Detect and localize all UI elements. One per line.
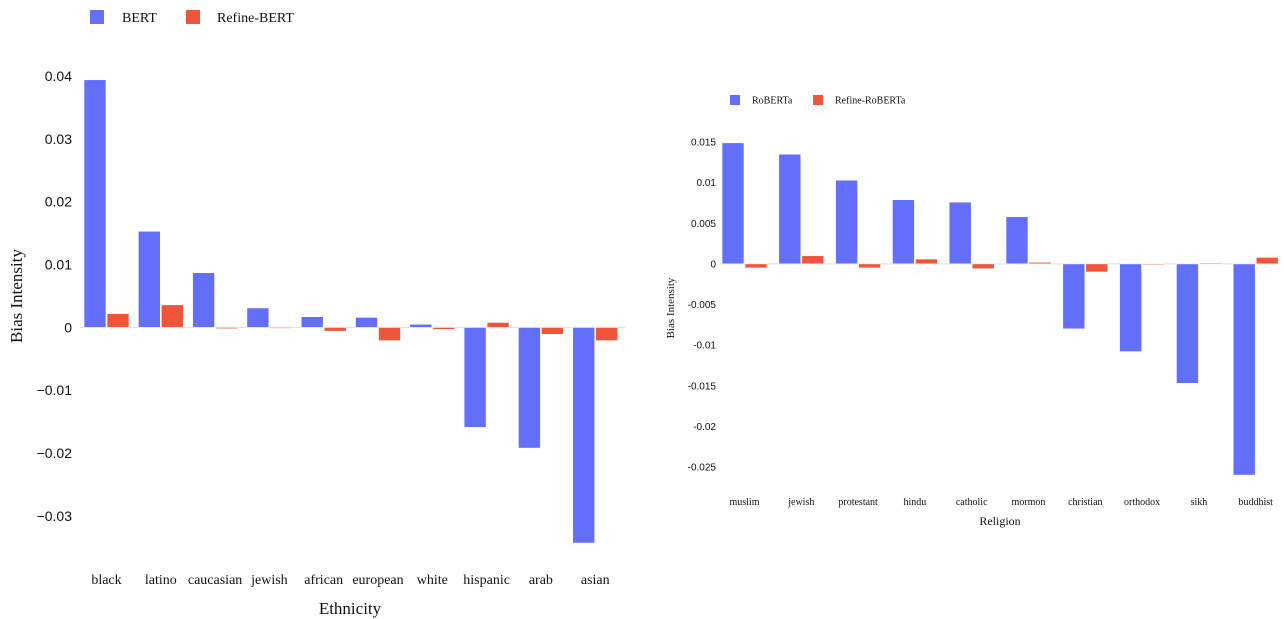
x-tick-label-jewish: jewish: [787, 497, 814, 508]
y-tick-label: 0: [64, 319, 72, 335]
x-tick-label-catholic: catholic: [956, 497, 988, 508]
x-tick-label-christian: christian: [1068, 497, 1102, 508]
bar-bert-arab: [518, 327, 541, 449]
x-tick-label-asian: asian: [581, 573, 610, 588]
y-tick-label: 0.04: [45, 68, 72, 84]
legend: RoBERTa Refine-RoBERTa: [730, 95, 906, 107]
bar-roberta-catholic: [948, 201, 972, 265]
bar-bert-caucasian: [192, 272, 215, 328]
legend-label-refine-bert: Refine-BERT: [217, 11, 294, 26]
bar-roberta-muslim: [721, 142, 745, 265]
bar-bert-latino: [138, 230, 161, 328]
legend-swatch-refine-roberta: [813, 95, 823, 105]
bar-refine-roberta-hindu: [915, 258, 938, 265]
bar-refine-bert-jewish: [269, 327, 293, 329]
legend-label-roberta: RoBERTa: [752, 96, 793, 107]
x-tick-label-sikh: sikh: [1191, 497, 1208, 508]
x-tick-label-muslim: muslim: [729, 497, 759, 508]
bar-refine-roberta-catholic: [971, 263, 995, 270]
bar-refine-bert-european: [378, 327, 401, 341]
bar-refine-roberta-orthodox: [1142, 263, 1165, 266]
bar-refine-bert-white: [432, 327, 456, 330]
bar-roberta-protestant: [835, 179, 858, 265]
bar-refine-bert-arab: [541, 327, 564, 335]
bar-bert-black: [83, 79, 107, 328]
x-tick-label-white: white: [417, 573, 448, 588]
bar-bert-african: [300, 316, 324, 328]
bar-refine-roberta-christian: [1085, 263, 1109, 273]
bar-refine-bert-black: [106, 313, 130, 328]
bar-refine-bert-african: [323, 327, 347, 332]
x-tick-label-latino: latino: [145, 573, 177, 588]
bar-refine-bert-latino: [161, 304, 184, 328]
y-tick-label: −0.03: [37, 508, 73, 524]
bar-refine-bert-hispanic: [486, 322, 510, 328]
bar-roberta-orthodox: [1119, 263, 1142, 352]
x-tick-label-buddhist: buddhist: [1238, 497, 1273, 508]
x-tick-label-jewish: jewish: [250, 573, 288, 588]
bar-bert-hispanic: [463, 327, 487, 428]
y-tick-label: 0.005: [691, 219, 716, 230]
y-tick-label: -0.005: [688, 300, 717, 311]
legend: BERT Refine-BERT: [90, 10, 294, 26]
y-tick-label: -0.025: [688, 463, 717, 474]
bar-roberta-jewish: [778, 153, 802, 265]
y-tick-label: 0.015: [691, 138, 716, 149]
chart-2: 0.015 0.01 0.005 0 -0.005 -0.01 -0.015 -0.02 -0.…: [665, 95, 1280, 528]
x-tick-label-protestant: protestant: [838, 497, 878, 508]
bar-roberta-hindu: [892, 199, 915, 265]
bar-bert-jewish: [246, 307, 270, 328]
y-axis-title: Bias Intensity: [7, 249, 26, 343]
bar-refine-bert-caucasian: [215, 327, 238, 329]
bar-bert-european: [355, 317, 378, 328]
bar-roberta-sikh: [1176, 263, 1199, 384]
x-tick-label-black: black: [91, 573, 121, 588]
bar-refine-bert-asian: [595, 327, 619, 341]
x-tick-label-caucasian: caucasian: [188, 573, 242, 588]
x-tick-label-hispanic: hispanic: [463, 573, 510, 588]
x-tick-label-hindu: hindu: [904, 497, 927, 508]
bar-refine-roberta-protestant: [858, 263, 881, 269]
y-tick-label: 0.02: [45, 194, 72, 210]
x-tick-label-orthodox: orthodox: [1124, 497, 1160, 508]
bar-refine-roberta-sikh: [1199, 262, 1222, 265]
x-axis-title: Ethnicity: [319, 599, 382, 618]
bar-roberta-mormon: [1005, 216, 1029, 265]
bar-bert-white: [409, 323, 433, 328]
legend-swatch-bert: [90, 10, 104, 24]
y-tick-label: -0.02: [693, 422, 716, 433]
bar-refine-roberta-buddhist: [1255, 257, 1279, 265]
y-tick-label: 0: [710, 259, 716, 270]
x-tick-label-european: european: [352, 573, 403, 588]
bar-refine-roberta-muslim: [744, 263, 768, 269]
bar-refine-roberta-jewish: [801, 255, 825, 265]
chart-1: 0.04 0.03 0.02 0.01 0 −0.01 −0.02 −0.03 black lat…: [7, 10, 625, 618]
y-tick-label: -0.015: [688, 381, 717, 392]
x-tick-label-african: african: [304, 573, 343, 588]
x-axis-title: Religion: [979, 514, 1020, 528]
x-tick-label-arab: arab: [529, 573, 553, 588]
bar-roberta-buddhist: [1232, 263, 1256, 476]
y-tick-label: 0.01: [45, 256, 72, 272]
bar-refine-roberta-mormon: [1028, 261, 1052, 265]
legend-label-bert: BERT: [122, 11, 157, 26]
y-tick-label: 0.03: [45, 131, 72, 147]
y-tick-label: −0.01: [37, 382, 73, 398]
y-axis-title: Bias Intensity: [665, 277, 677, 338]
y-tick-label: -0.01: [693, 341, 716, 352]
legend-swatch-roberta: [730, 95, 740, 105]
bar-bert-asian: [572, 327, 596, 544]
bar-roberta-christian: [1062, 263, 1086, 330]
y-tick-label: −0.02: [37, 445, 73, 461]
legend-label-refine-roberta: Refine-RoBERTa: [835, 96, 906, 107]
y-tick-label: 0.01: [697, 178, 717, 189]
x-tick-label-mormon: mormon: [1012, 497, 1046, 508]
legend-swatch-refine-bert: [186, 10, 200, 24]
